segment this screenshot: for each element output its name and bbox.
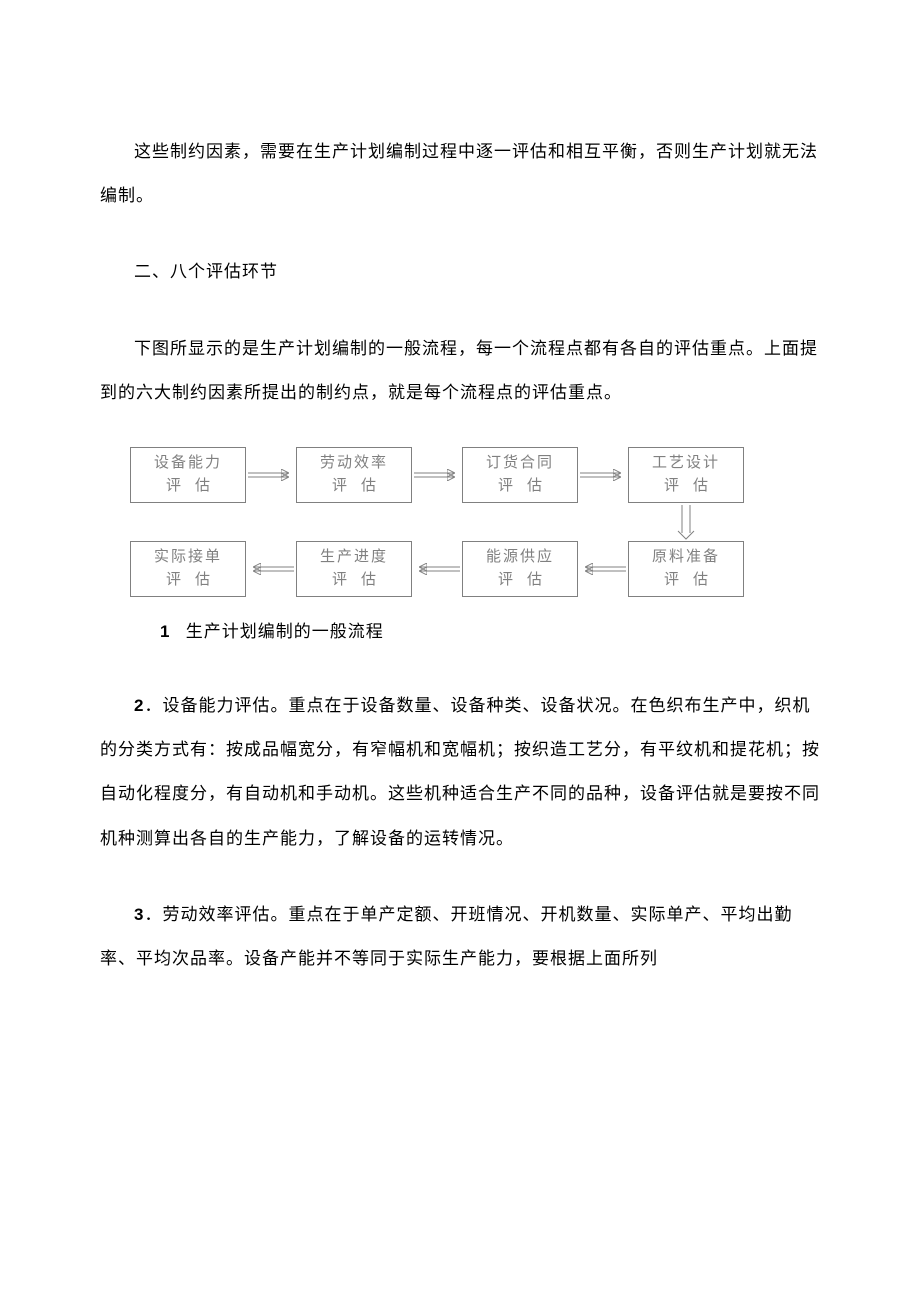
arrow-right-icon [578,467,628,483]
flow-node-label: 能源供应 [486,546,554,569]
flow-node-sublabel: 评估 [318,569,390,592]
item-text: ．劳动效率评估。重点在于单产定额、开班情况、开机数量、实际单产、平均出勤率、平均… [100,905,792,968]
arrow-left-icon [578,561,628,577]
arrow-right-icon [412,467,462,483]
flow-node-actual-order: 实际接单 评估 [130,541,246,597]
flow-node-label: 劳动效率 [320,452,388,475]
arrow-left-icon [246,561,296,577]
flow-node-material: 原料准备 评估 [628,541,744,597]
arrow-left-icon [412,561,462,577]
flow-node-contract: 订货合同 评估 [462,447,578,503]
flow-node-progress: 生产进度 评估 [296,541,412,597]
flow-node-equipment: 设备能力 评估 [130,447,246,503]
flow-node-energy: 能源供应 评估 [462,541,578,597]
flow-node-sublabel: 评估 [484,569,556,592]
item-equipment-eval: 2．设备能力评估。重点在于设备数量、设备种类、设备状况。在色织布生产中，织机的分… [100,684,820,861]
flow-node-label: 生产进度 [320,546,388,569]
item-text: ．设备能力评估。重点在于设备数量、设备种类、设备状况。在色织布生产中，织机的分类… [100,696,820,848]
arrow-right-icon [246,467,296,483]
flowchart: 设备能力 评估 劳动效率 评估 订货合同 评估 工艺设计 评估 [130,447,820,597]
caption-text: 生产计划编制的一般流程 [186,622,384,641]
caption-number: 1 [160,622,170,641]
flow-node-label: 实际接单 [154,546,222,569]
flow-node-label: 设备能力 [154,452,222,475]
flow-node-sublabel: 评估 [650,475,722,498]
paragraph-constraints: 这些制约因素，需要在生产计划编制过程中逐一评估和相互平衡，否则生产计划就无法编制… [100,130,820,218]
flow-node-sublabel: 评估 [650,569,722,592]
flow-node-labor: 劳动效率 评估 [296,447,412,503]
flowchart-row-1: 设备能力 评估 劳动效率 评估 订货合同 评估 工艺设计 评估 [130,447,820,503]
item-number: 3 [134,905,144,924]
flow-node-sublabel: 评估 [152,475,224,498]
section-title: 二、八个评估环节 [100,250,820,294]
flow-node-label: 原料准备 [652,546,720,569]
flow-node-sublabel: 评估 [152,569,224,592]
flowchart-caption: 1 生产计划编制的一般流程 [160,617,820,642]
item-number: 2 [134,696,144,715]
paragraph-intro: 下图所显示的是生产计划编制的一般流程，每一个流程点都有各自的评估重点。上面提到的… [100,327,820,415]
flowchart-row-2: 实际接单 评估 生产进度 评估 能源供应 评估 原料准备 评估 [130,541,820,597]
flow-node-label: 工艺设计 [652,452,720,475]
flow-node-process: 工艺设计 评估 [628,447,744,503]
flowchart-vertical-connector [130,503,820,541]
flow-node-sublabel: 评估 [318,475,390,498]
item-labor-eval: 3．劳动效率评估。重点在于单产定额、开班情况、开机数量、实际单产、平均出勤率、平… [100,893,820,981]
flow-node-label: 订货合同 [486,452,554,475]
flow-node-sublabel: 评估 [484,475,556,498]
